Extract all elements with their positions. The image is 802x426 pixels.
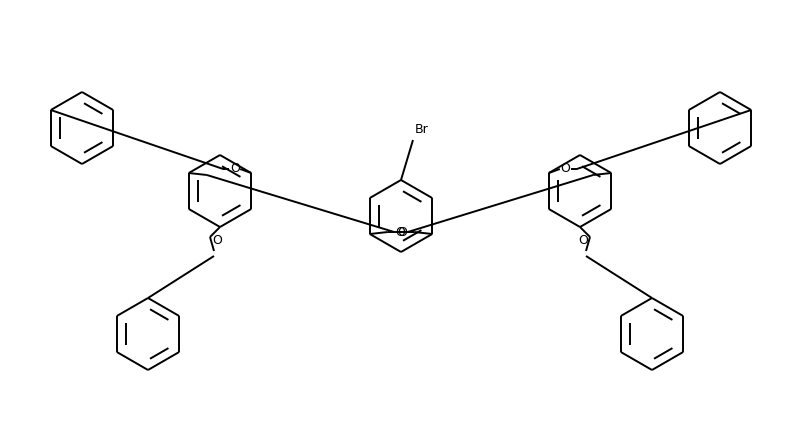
Text: O: O [395,225,405,239]
Text: Br: Br [415,123,429,136]
Text: O: O [578,234,588,248]
Text: O: O [212,234,222,248]
Text: O: O [560,161,569,175]
Text: O: O [397,225,407,239]
Text: O: O [230,161,240,175]
